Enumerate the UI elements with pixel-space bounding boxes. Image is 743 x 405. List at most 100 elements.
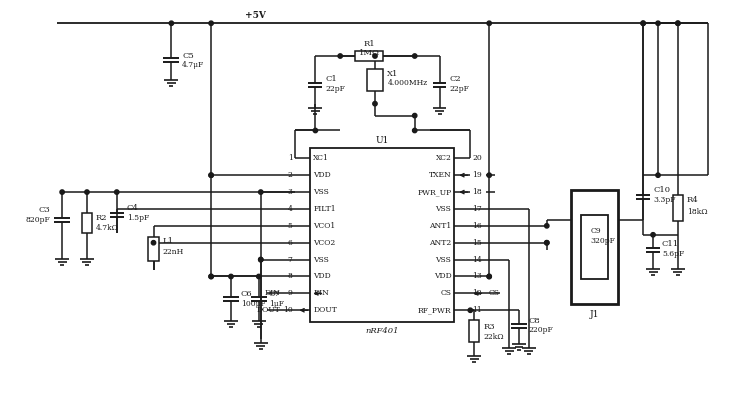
Bar: [148, 237, 160, 260]
Text: PWR_UP: PWR_UP: [418, 188, 452, 196]
Circle shape: [412, 54, 417, 58]
Circle shape: [85, 190, 89, 194]
Circle shape: [656, 21, 661, 26]
Text: 22nH: 22nH: [163, 248, 184, 256]
Text: 9: 9: [288, 289, 293, 297]
Text: 10: 10: [283, 306, 293, 314]
Circle shape: [259, 190, 263, 194]
Circle shape: [338, 54, 343, 58]
Text: 5: 5: [288, 222, 293, 230]
Text: C7: C7: [269, 290, 280, 298]
Text: C10: C10: [653, 186, 670, 194]
Text: 220pF: 220pF: [529, 326, 554, 334]
Circle shape: [487, 274, 491, 279]
Text: FILT1: FILT1: [314, 205, 336, 213]
Text: C5: C5: [182, 52, 194, 60]
Text: CS: CS: [441, 289, 452, 297]
Circle shape: [487, 173, 491, 177]
Circle shape: [259, 258, 263, 262]
Text: TXEN: TXEN: [429, 171, 452, 179]
Bar: [311, 148, 455, 322]
Bar: [580, 215, 609, 279]
Bar: [571, 190, 618, 304]
Circle shape: [314, 128, 317, 133]
Circle shape: [259, 258, 263, 262]
Text: C11: C11: [662, 240, 679, 248]
Text: DIN: DIN: [314, 289, 329, 297]
Text: VSS: VSS: [435, 205, 452, 213]
Circle shape: [545, 241, 549, 245]
Circle shape: [256, 274, 261, 279]
Text: VDD: VDD: [434, 273, 452, 281]
Text: 5.6pF: 5.6pF: [662, 249, 684, 258]
Text: 6: 6: [288, 239, 293, 247]
Circle shape: [545, 241, 549, 245]
Text: 16: 16: [473, 222, 482, 230]
Circle shape: [641, 21, 646, 26]
Text: RF_PWR: RF_PWR: [418, 306, 452, 314]
Text: 22pF: 22pF: [325, 85, 345, 93]
Circle shape: [487, 21, 491, 26]
Circle shape: [114, 190, 119, 194]
Text: 11: 11: [473, 306, 482, 314]
Text: 1μF: 1μF: [269, 300, 284, 308]
Text: R1: R1: [363, 40, 374, 48]
Text: C8: C8: [529, 317, 541, 325]
Text: 3: 3: [288, 188, 293, 196]
Text: +5V: +5V: [245, 11, 266, 20]
Circle shape: [412, 113, 417, 118]
Circle shape: [373, 54, 377, 58]
Text: VCO2: VCO2: [314, 239, 336, 247]
Circle shape: [675, 21, 680, 26]
Text: 4.7kΩ: 4.7kΩ: [96, 224, 119, 232]
Circle shape: [651, 232, 655, 237]
Text: VSS: VSS: [314, 188, 329, 196]
Circle shape: [209, 21, 213, 26]
Text: 4.000MHz: 4.000MHz: [388, 79, 428, 87]
Text: 15: 15: [473, 239, 482, 247]
Text: CS: CS: [488, 289, 499, 297]
Text: 4.7μF: 4.7μF: [182, 61, 204, 69]
Text: 22pF: 22pF: [450, 85, 470, 93]
Text: ANT2: ANT2: [429, 239, 452, 247]
Text: 2: 2: [288, 171, 293, 179]
Circle shape: [169, 21, 174, 26]
Text: 19: 19: [473, 171, 482, 179]
Circle shape: [209, 274, 213, 279]
Text: XC1: XC1: [314, 154, 329, 162]
Circle shape: [373, 102, 377, 106]
Circle shape: [209, 274, 213, 279]
Text: 22kΩ: 22kΩ: [483, 333, 504, 341]
Text: XC2: XC2: [435, 154, 452, 162]
Circle shape: [675, 21, 680, 26]
Text: 1.5pF: 1.5pF: [127, 214, 149, 222]
Text: DOUT: DOUT: [314, 306, 337, 314]
Text: 12: 12: [473, 289, 482, 297]
Circle shape: [229, 274, 233, 279]
Circle shape: [641, 21, 646, 26]
Text: 20: 20: [473, 154, 482, 162]
Text: R2: R2: [96, 214, 108, 222]
Circle shape: [209, 173, 213, 177]
Text: X1: X1: [387, 70, 398, 78]
Bar: [673, 195, 683, 221]
Text: U1: U1: [375, 136, 389, 145]
Text: 18: 18: [473, 188, 482, 196]
Text: 4: 4: [288, 205, 293, 213]
Circle shape: [412, 128, 417, 133]
Text: 18kΩ: 18kΩ: [687, 208, 707, 216]
Text: C2: C2: [450, 75, 461, 83]
Text: VSS: VSS: [314, 256, 329, 264]
Text: 13: 13: [473, 273, 482, 281]
Text: DIN: DIN: [265, 289, 281, 297]
Bar: [355, 51, 383, 61]
Text: C4: C4: [127, 204, 138, 212]
Bar: [367, 69, 383, 91]
Text: C1: C1: [325, 75, 337, 83]
Text: DOUT: DOUT: [257, 306, 281, 314]
Circle shape: [209, 173, 213, 177]
Circle shape: [656, 173, 661, 177]
Text: nRF401: nRF401: [365, 327, 399, 335]
Bar: [470, 320, 479, 342]
Text: R4: R4: [687, 196, 698, 204]
